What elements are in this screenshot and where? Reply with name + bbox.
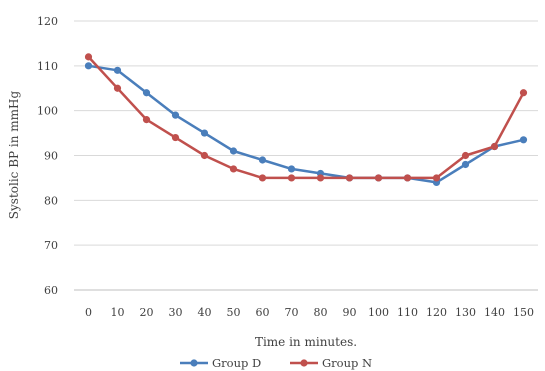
legend-marker-group-n — [300, 359, 308, 367]
series-layer — [84, 53, 528, 186]
y-tick-label: 120 — [37, 15, 58, 28]
y-axis-ticks: 60 70 80 90 100 110 120 — [37, 15, 58, 297]
x-tick-label: 10 — [111, 306, 125, 319]
data-point-group-d — [519, 136, 528, 144]
data-point-group-n — [403, 174, 412, 182]
y-tick-label: 110 — [37, 60, 58, 73]
data-point-group-d — [461, 160, 470, 169]
data-point-group-n — [258, 174, 267, 182]
data-point-group-n — [374, 174, 383, 182]
series-line-group-d — [88, 64, 524, 184]
data-point-group-n — [461, 151, 470, 160]
data-point-group-d — [113, 66, 122, 74]
data-point-group-d — [229, 147, 238, 155]
data-point-group-n — [519, 89, 528, 97]
x-tick-label: 40 — [198, 306, 212, 319]
data-point-group-n — [432, 174, 441, 182]
x-axis-ticks: 0 10 20 30 40 50 60 70 80 90 100 110 120 130 140 150 — [85, 306, 534, 319]
x-axis-title: Time in minutes. — [255, 335, 357, 349]
data-point-group-n — [229, 165, 238, 173]
data-point-group-n — [287, 174, 296, 182]
data-point-group-d — [258, 156, 267, 164]
x-tick-label: 20 — [140, 306, 154, 319]
x-tick-label: 110 — [397, 306, 418, 319]
data-point-group-n — [200, 151, 209, 160]
data-point-group-n — [316, 174, 325, 182]
legend-marker-group-d — [190, 359, 198, 367]
x-tick-label: 60 — [256, 306, 270, 319]
x-tick-label: 30 — [169, 306, 183, 319]
data-point-group-n — [490, 142, 499, 151]
x-tick-label: 0 — [85, 306, 92, 319]
data-point-group-d — [287, 165, 296, 173]
y-tick-label: 100 — [37, 105, 58, 118]
data-point-group-n — [345, 174, 354, 182]
legend: Group D Group N — [180, 356, 372, 370]
legend-label-group-d: Group D — [212, 356, 261, 370]
x-tick-label: 130 — [455, 306, 476, 319]
x-tick-label: 120 — [426, 306, 447, 319]
data-point-group-d — [142, 89, 151, 97]
y-tick-label: 80 — [44, 194, 58, 207]
y-tick-label: 90 — [44, 150, 58, 163]
x-tick-label: 70 — [285, 306, 299, 319]
x-tick-label: 100 — [368, 306, 389, 319]
y-tick-label: 60 — [44, 284, 58, 297]
series-line-group-n — [87, 56, 525, 180]
x-tick-label: 150 — [513, 306, 534, 319]
x-tick-label: 140 — [484, 306, 505, 319]
data-point-group-n — [113, 84, 122, 92]
data-point-group-n — [171, 133, 180, 142]
data-point-group-n — [142, 116, 151, 124]
data-point-group-d — [200, 129, 209, 137]
data-point-group-d — [171, 111, 180, 119]
data-point-group-d — [84, 62, 93, 70]
data-point-group-n — [84, 53, 93, 61]
legend-label-group-n: Group N — [322, 356, 372, 370]
x-tick-label: 80 — [314, 306, 328, 319]
y-axis-title: Systolic BP in mmHg — [7, 90, 21, 219]
x-tick-label: 90 — [343, 306, 357, 319]
y-tick-label: 70 — [44, 239, 58, 252]
gridlines — [74, 20, 538, 246]
x-tick-label: 50 — [227, 306, 241, 319]
